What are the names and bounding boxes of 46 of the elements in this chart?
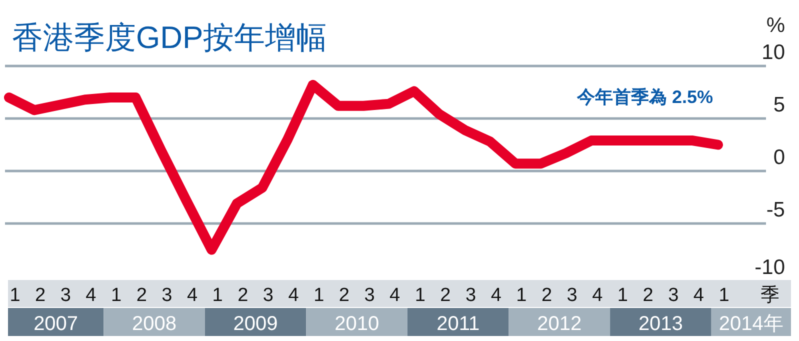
x-tick-label: 3 bbox=[162, 285, 172, 306]
y-axis-title: % bbox=[766, 14, 785, 37]
y-tick-label: 5 bbox=[773, 94, 785, 116]
x-tick-label: 3 bbox=[668, 285, 679, 306]
x-tick-label: 3 bbox=[364, 285, 375, 306]
x-tick-label: 1 bbox=[212, 285, 223, 306]
x-tick-label: 4 bbox=[490, 285, 502, 306]
x-tick-label: 1 bbox=[617, 285, 628, 306]
x-tick-label: 4 bbox=[288, 285, 300, 306]
x-tick-label: 3 bbox=[60, 285, 71, 306]
x-tick-label: 2 bbox=[35, 285, 46, 306]
x-tick-label: 1 bbox=[314, 285, 324, 306]
text: 2014年 bbox=[718, 313, 784, 335]
x-tick-label: 2 bbox=[642, 285, 654, 306]
x-tick-label: 2 bbox=[238, 285, 248, 306]
text: 2007 bbox=[34, 313, 78, 335]
y-tick-label: 10 bbox=[762, 41, 785, 64]
x-tick-label: 2 bbox=[136, 285, 147, 306]
x-tick-label: 4 bbox=[592, 285, 604, 306]
x-tick-label: 4 bbox=[693, 285, 704, 306]
x-tick-label: 2 bbox=[338, 285, 350, 306]
y-tick-label: -10 bbox=[754, 256, 785, 279]
text: 2008 bbox=[132, 313, 177, 335]
x-tick-label: 1 bbox=[10, 285, 20, 306]
chart-title: 香港季度GDP按年增幅 bbox=[12, 20, 328, 55]
x-tick-label: 4 bbox=[86, 285, 97, 306]
y-tick-label: 0 bbox=[773, 146, 785, 169]
text: 2013 bbox=[638, 313, 683, 335]
annotation: 今年首季為 2.5% bbox=[576, 86, 713, 107]
x-tick-label: 2 bbox=[440, 285, 451, 306]
x-tick-label: 2 bbox=[541, 285, 552, 306]
x-tick-label: 3 bbox=[262, 285, 274, 306]
x-tick-label: 1 bbox=[110, 285, 122, 306]
text: 2009 bbox=[233, 313, 278, 335]
x-tick-label: 1 bbox=[414, 285, 426, 306]
text: 2012 bbox=[537, 313, 582, 335]
x-tick-label: 1 bbox=[516, 285, 527, 306]
x-tick-label: 3 bbox=[566, 285, 578, 306]
text: 2011 bbox=[436, 313, 480, 335]
y-tick-label: -5 bbox=[766, 198, 785, 222]
x-axis-title: 季 bbox=[760, 285, 780, 306]
x-tick-label: 4 bbox=[390, 285, 401, 306]
text: 2010 bbox=[334, 313, 380, 335]
x-tick-label: 1 bbox=[718, 285, 730, 306]
x-tick-label: 3 bbox=[465, 285, 476, 306]
x-tick-label: 4 bbox=[186, 285, 198, 306]
